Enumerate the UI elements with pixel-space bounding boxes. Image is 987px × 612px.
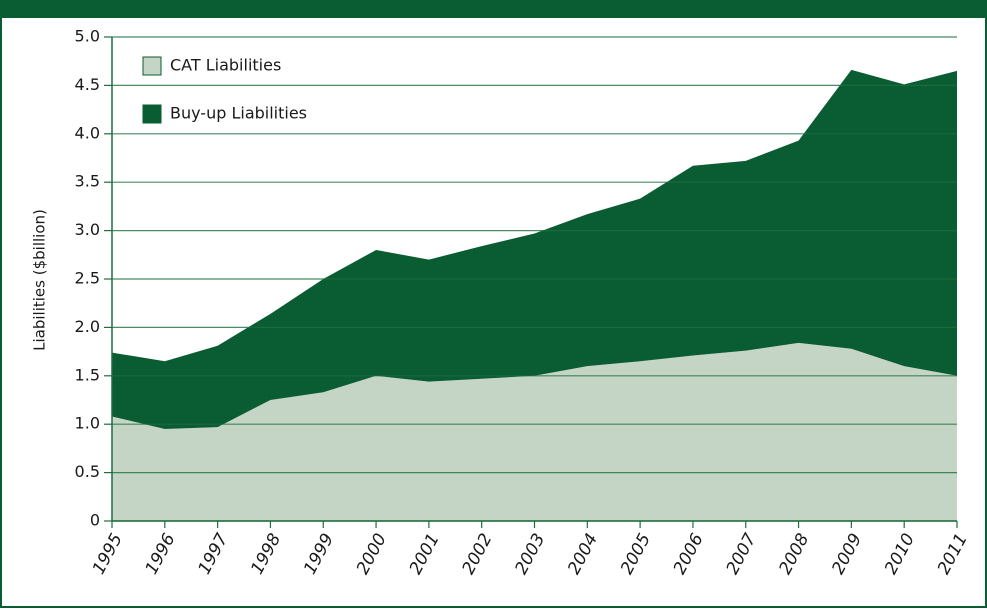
y-tick-label: 2.5 xyxy=(75,269,100,288)
legend-label: CAT Liabilities xyxy=(170,56,281,75)
y-tick-label: 4.5 xyxy=(75,75,100,94)
y-tick-label: 4.0 xyxy=(75,123,100,142)
y-tick-label: 5.0 xyxy=(75,27,100,46)
y-tick-label: 1.5 xyxy=(75,365,100,384)
frame xyxy=(0,16,987,608)
legend-label: Buy-up Liabilities xyxy=(170,104,307,123)
title-bar xyxy=(0,0,987,17)
y-tick-label: 3.0 xyxy=(75,220,100,239)
legend-swatch xyxy=(142,104,162,124)
y-axis-label: Liabilities ($billion) xyxy=(31,209,49,351)
y-tick-label: 1.0 xyxy=(75,414,100,433)
legend-swatch xyxy=(142,56,162,76)
area xyxy=(112,69,957,430)
y-tick-label: 0 xyxy=(90,511,100,530)
y-tick-label: 2.0 xyxy=(75,317,100,336)
y-tick-label: 3.5 xyxy=(75,172,100,191)
area xyxy=(112,342,957,521)
y-tick-label: 0.5 xyxy=(75,462,100,481)
